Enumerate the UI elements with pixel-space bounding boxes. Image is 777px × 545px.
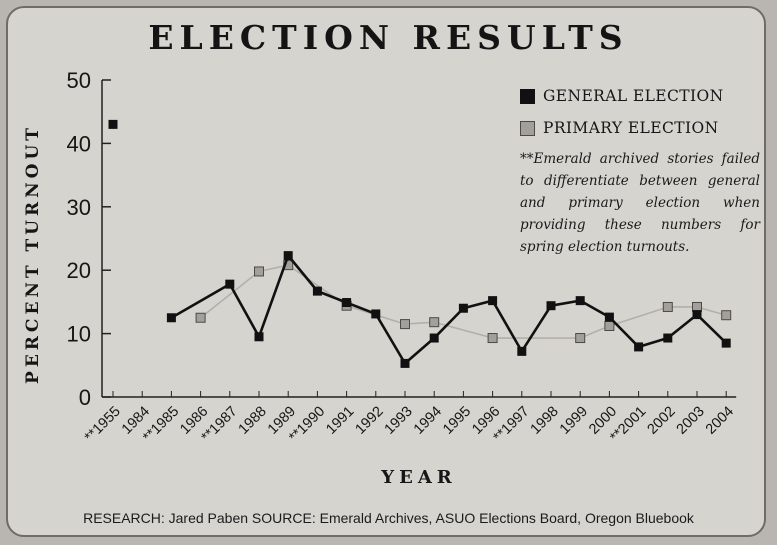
y-tick-label: 0 <box>79 385 91 410</box>
general-point <box>634 342 644 352</box>
x-tick-label: 1988 <box>236 404 270 438</box>
general-point <box>371 309 381 319</box>
x-tick-label: 1991 <box>323 404 357 438</box>
y-tick-label: 20 <box>67 258 91 283</box>
y-tick-label: 50 <box>67 68 91 93</box>
general-point <box>517 346 527 356</box>
legend-item-primary: PRIMARY ELECTION <box>520 112 770 144</box>
primary-point <box>400 319 410 330</box>
primary-point <box>429 317 440 328</box>
general-point <box>254 332 264 342</box>
general-point <box>488 296 498 306</box>
x-tick-label: 1992 <box>352 404 386 438</box>
general-point <box>692 310 702 320</box>
general-point <box>166 313 176 323</box>
legend: GENERAL ELECTION PRIMARY ELECTION <box>520 80 770 144</box>
primary-line <box>200 264 727 339</box>
y-tick-label: 40 <box>67 131 91 156</box>
chart-panel <box>6 6 766 537</box>
general-point <box>546 301 556 311</box>
x-tick-label: 1998 <box>528 404 562 438</box>
legend-label-general: GENERAL ELECTION <box>543 87 724 105</box>
series-general <box>108 119 731 368</box>
general-point <box>342 298 352 308</box>
x-tick-label: 2002 <box>644 404 678 438</box>
general-point <box>604 312 614 322</box>
x-tick-label: 1993 <box>382 404 416 438</box>
legend-label-primary: PRIMARY ELECTION <box>543 119 719 137</box>
y-tick-labels: 0 10 20 30 40 50 <box>67 68 91 410</box>
chart-note: **Emerald archived stories failed to dif… <box>520 151 760 255</box>
series-group <box>108 119 732 368</box>
general-point <box>663 333 673 343</box>
primary-point <box>604 320 615 331</box>
legend-item-general: GENERAL ELECTION <box>520 80 770 112</box>
primary-point <box>662 301 673 312</box>
x-tick-label: 1994 <box>411 404 445 438</box>
general-point <box>429 333 439 343</box>
x-tick-label: 2003 <box>674 404 708 438</box>
axes <box>101 79 737 398</box>
primary-point <box>487 333 498 344</box>
y-tick-label: 30 <box>67 195 91 220</box>
general-point <box>575 296 585 306</box>
primary-point <box>195 312 206 323</box>
y-tick-label: 10 <box>67 322 91 347</box>
primary-point <box>254 266 264 277</box>
general-point <box>225 279 235 289</box>
footer-credits: RESEARCH: Jared Paben SOURCE: Emerald Ar… <box>83 510 694 526</box>
chart-title: ELECTION RESULTS <box>148 18 629 57</box>
x-tick-label: 1999 <box>557 404 591 438</box>
primary-point <box>721 310 732 321</box>
general-point <box>721 338 731 348</box>
general-point <box>312 286 322 296</box>
general-point <box>400 358 410 368</box>
y-axis-label: PERCENT TURNOUT <box>23 124 43 384</box>
series-primary <box>195 260 732 344</box>
legend-swatch-general <box>520 88 535 104</box>
general-point <box>458 303 468 313</box>
x-tick-label: 1995 <box>440 404 474 438</box>
general-point <box>108 119 118 129</box>
x-axis-label: YEAR <box>380 467 457 488</box>
x-tick-labels: **19551984**19851986**198719881989**1990… <box>82 404 737 446</box>
general-point <box>283 251 293 261</box>
primary-point <box>575 333 586 344</box>
x-tick-label: 2004 <box>703 404 737 438</box>
legend-swatch-primary <box>520 120 535 136</box>
